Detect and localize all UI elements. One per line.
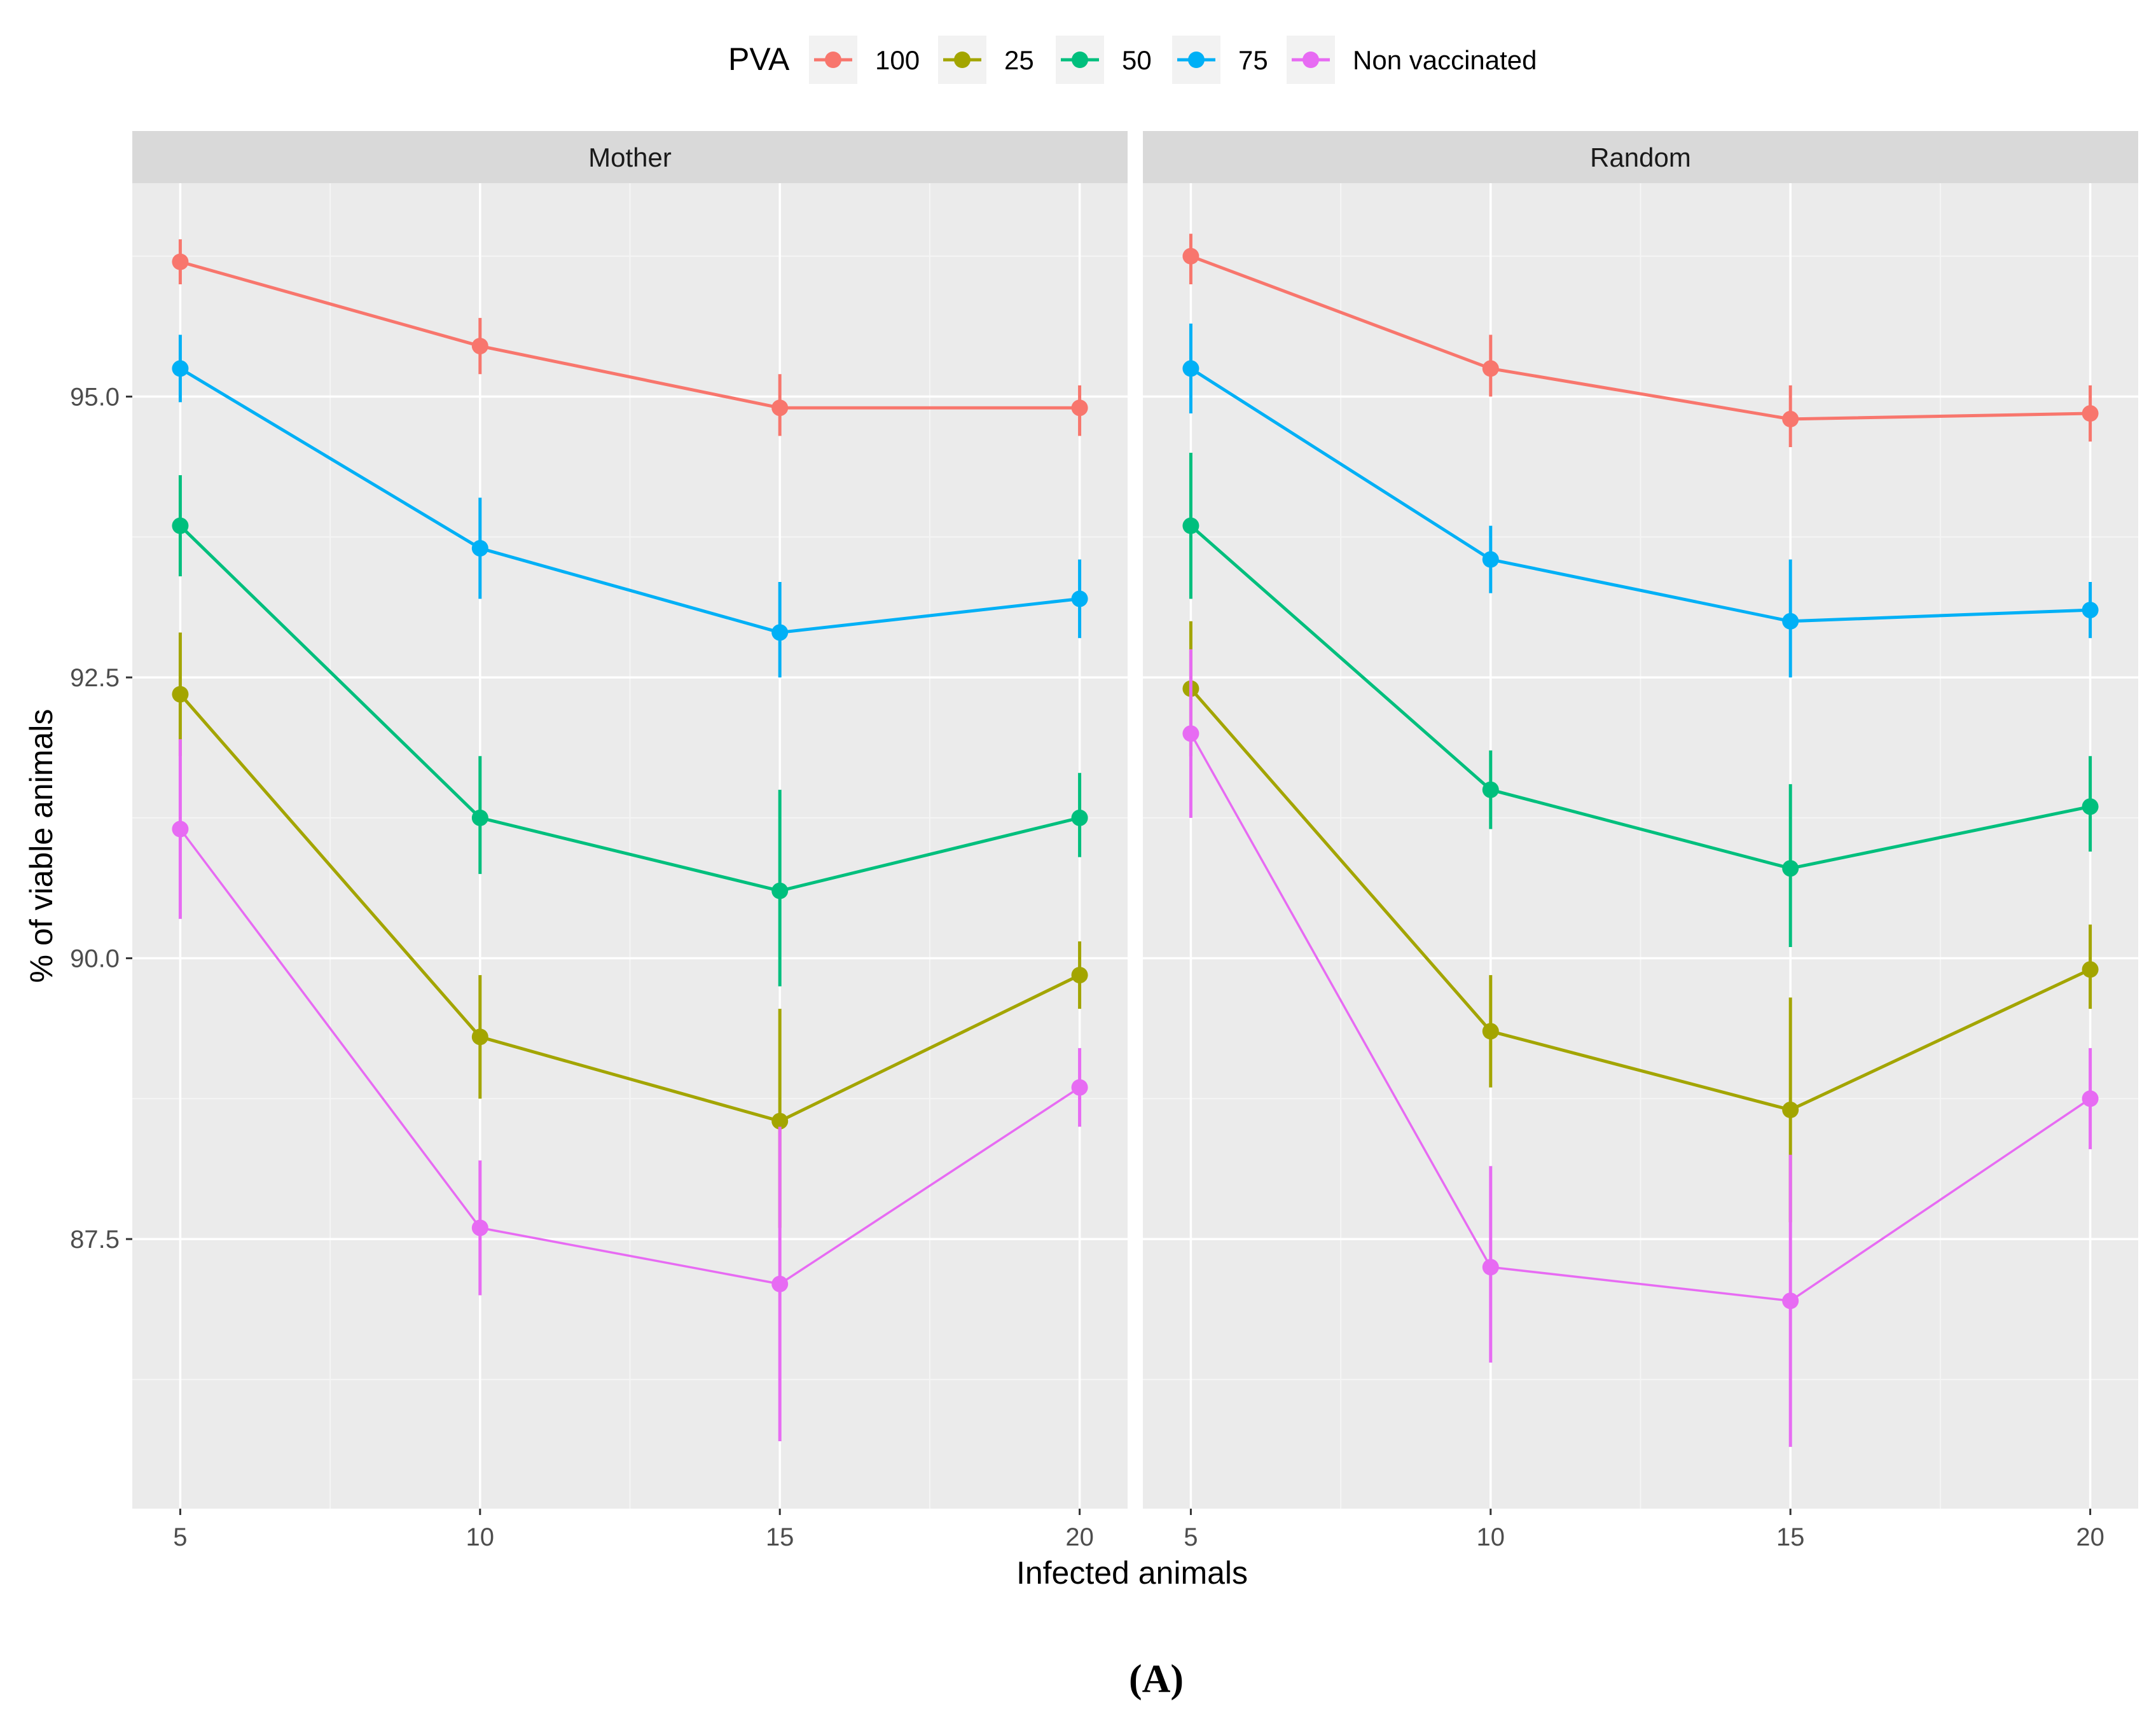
series-line	[1189, 733, 2091, 1303]
legend-key-point	[954, 52, 971, 68]
series-line	[1189, 688, 2091, 1112]
data-point	[2082, 961, 2099, 978]
x-tick-label: 20	[1065, 1523, 1094, 1551]
data-point	[1071, 1079, 1088, 1096]
data-point	[471, 1028, 488, 1046]
series-50	[1182, 452, 2099, 947]
series-non-vaccinated	[172, 739, 1088, 1442]
data-point	[1782, 860, 1799, 877]
series-25	[172, 632, 1088, 1228]
legend-label: 25	[1004, 45, 1034, 75]
legend-key-point	[825, 52, 841, 68]
data-point	[1071, 809, 1088, 826]
y-tick-label: 92.5	[70, 664, 120, 692]
data-point	[172, 686, 189, 703]
y-tick-label: 87.5	[70, 1226, 120, 1254]
x-tick-label: 10	[466, 1523, 495, 1551]
series-line	[1190, 254, 2090, 421]
legend-label: 50	[1122, 45, 1152, 75]
data-point	[1782, 1102, 1799, 1119]
data-point	[1782, 612, 1799, 630]
series-line	[179, 367, 1080, 634]
data-point	[471, 1219, 488, 1236]
data-point	[172, 253, 189, 270]
data-point	[1182, 725, 1199, 742]
series-100	[1182, 233, 2099, 448]
strip-label: Mother	[588, 142, 672, 172]
legend-key-point	[1303, 52, 1319, 68]
series-100	[172, 239, 1088, 436]
data-point	[172, 820, 189, 838]
data-point	[1182, 247, 1199, 265]
legend-key-point	[1072, 52, 1088, 68]
data-point	[1071, 967, 1088, 984]
data-point	[771, 399, 789, 417]
series-75	[1182, 323, 2099, 678]
x-tick-label: 20	[2076, 1523, 2104, 1551]
series-25	[1182, 621, 2099, 1222]
legend-item-25: 25	[938, 36, 1034, 84]
data-point	[1182, 517, 1199, 534]
series-line	[179, 828, 1081, 1285]
legend-title: PVA	[728, 41, 790, 77]
legend-label: 75	[1238, 45, 1268, 75]
series-line	[179, 693, 1081, 1123]
y-axis-title: % of viable animals	[24, 709, 59, 983]
series-line	[1190, 367, 2090, 623]
legend-item-100: 100	[809, 36, 920, 84]
y-tick-label: 95.0	[70, 384, 120, 412]
data-point	[1482, 1259, 1499, 1276]
data-point	[1482, 551, 1499, 568]
x-tick-label: 5	[173, 1523, 187, 1551]
x-tick-label: 5	[1184, 1523, 1198, 1551]
x-tick-label: 10	[1477, 1523, 1505, 1551]
data-point	[2082, 602, 2099, 619]
legend-item-non-vaccinated: Non vaccinated	[1287, 36, 1537, 84]
panel-mother: Mother 5 10 15 20 87.5 90.0 92.5 95.0	[70, 131, 1128, 1551]
x-axis-title: Infected animals	[1016, 1555, 1248, 1591]
legend-key-point	[1188, 52, 1205, 68]
series-non-vaccinated	[1182, 649, 2099, 1447]
series-75	[172, 335, 1088, 678]
data-point	[1182, 360, 1199, 377]
data-point	[1071, 399, 1088, 417]
panel-random: Random 5 10 15 20	[1143, 131, 2138, 1551]
series-line	[1189, 524, 2091, 870]
data-point	[471, 338, 488, 355]
y-tick-label: 90.0	[70, 945, 120, 973]
strip-background	[1143, 131, 2138, 183]
data-point	[172, 360, 189, 377]
data-point	[172, 517, 189, 534]
data-point	[2082, 405, 2099, 422]
legend-label: Non vaccinated	[1353, 45, 1537, 75]
data-point	[2082, 798, 2099, 815]
figure-caption: (A)	[1129, 1657, 1184, 1701]
panels: Mother 5 10 15 20 87.5 90.0 92.5 95.0 Random 5 10 15…	[70, 131, 2138, 1551]
data-point	[471, 539, 488, 557]
data-point	[771, 1275, 789, 1292]
series-50	[172, 475, 1088, 986]
data-point	[1071, 590, 1088, 607]
legend: PVA 100 25 50 75 Non vaccinated	[728, 36, 1537, 84]
strip-label: Random	[1590, 142, 1691, 172]
data-point	[1782, 410, 1799, 427]
legend-item-75: 75	[1172, 36, 1268, 84]
data-point	[471, 809, 488, 826]
legend-label: 100	[875, 45, 920, 75]
data-point	[1782, 1292, 1799, 1310]
data-point	[771, 624, 789, 641]
x-tick-label: 15	[766, 1523, 794, 1551]
data-point	[771, 1112, 789, 1130]
data-point	[1482, 781, 1499, 798]
strip-background	[132, 131, 1128, 183]
x-tick-label: 15	[1776, 1523, 1805, 1551]
data-point	[1482, 1023, 1499, 1040]
series-line	[179, 260, 1080, 410]
data-point	[2082, 1090, 2099, 1107]
data-point	[1482, 360, 1499, 377]
legend-item-50: 50	[1056, 36, 1152, 84]
data-point	[771, 882, 789, 899]
series-line	[179, 524, 1081, 893]
